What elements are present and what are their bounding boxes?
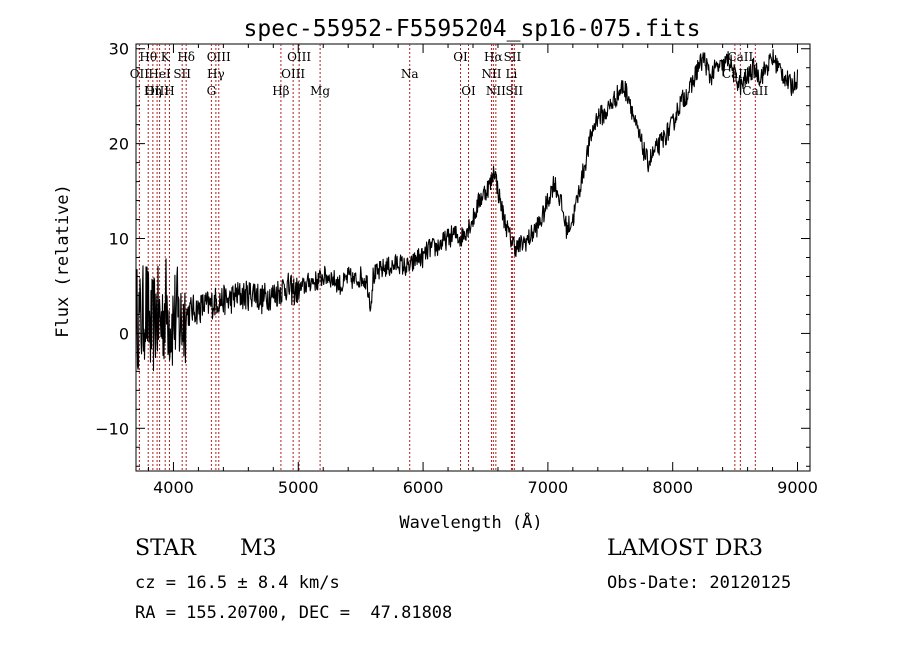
line-label: OIII xyxy=(281,67,305,81)
line-label: SII xyxy=(504,50,522,64)
y-tick-label: 0 xyxy=(119,324,129,343)
spectrum-series-line xyxy=(135,49,799,372)
line-label: Na xyxy=(401,67,419,81)
object-class: STAR xyxy=(135,536,196,561)
line-label: Hδ xyxy=(177,50,195,64)
line-label: NII xyxy=(481,67,501,81)
line-label: CaII xyxy=(722,67,748,81)
line-label: K xyxy=(161,50,171,64)
line-label: OI xyxy=(461,84,476,98)
chart-title: spec-55952-F5595204_sp16-075.fits xyxy=(244,16,701,42)
line-label: NII xyxy=(486,84,506,98)
line-label: SII xyxy=(173,67,191,81)
x-tick-label: 7000 xyxy=(528,478,569,497)
redshift-cz: cz = 16.5 ± 8.4 km/s xyxy=(135,573,340,593)
survey-name: LAMOST DR3 xyxy=(607,536,763,561)
line-label: OII xyxy=(130,67,150,81)
line-label: H xyxy=(164,84,174,98)
line-label: Mg xyxy=(310,84,330,98)
line-label: OIII xyxy=(145,84,169,98)
line-label: Hη xyxy=(144,84,162,98)
line-label: Hγ xyxy=(207,67,225,81)
plot-frame xyxy=(135,43,811,472)
x-tick-label: 9000 xyxy=(777,478,818,497)
x-axis-label: Wavelength (Å) xyxy=(399,511,542,533)
line-label: Hβ xyxy=(272,84,289,98)
ra-dec-coordinates: RA = 155.20700, DEC = 47.81808 xyxy=(135,603,453,623)
line-label: OIII xyxy=(207,50,231,64)
line-label: Hθ xyxy=(139,50,157,64)
line-label: OIII xyxy=(287,50,311,64)
y-tick-label: −10 xyxy=(95,419,129,438)
line-markers xyxy=(138,44,756,471)
line-label: CaII xyxy=(727,50,753,64)
y-axis: −10 0 10 20 30 xyxy=(95,40,810,467)
observation-date: Obs-Date: 20120125 xyxy=(607,573,792,593)
line-label: Li xyxy=(506,67,518,81)
line-label: Hα xyxy=(484,50,503,64)
line-label: SII xyxy=(505,84,523,98)
object-subclass: M3 xyxy=(240,536,277,561)
x-tick-label: 4000 xyxy=(153,478,194,497)
x-axis: 4000 5000 6000 7000 8000 9000 xyxy=(147,44,818,497)
y-tick-label: 10 xyxy=(109,230,129,249)
y-tick-label: 20 xyxy=(109,135,129,154)
x-tick-label: 6000 xyxy=(403,478,444,497)
line-label: OI xyxy=(453,50,468,64)
line-label: G xyxy=(207,84,217,98)
x-tick-label: 8000 xyxy=(652,478,693,497)
line-label: CaII xyxy=(742,84,768,98)
x-tick-label: 5000 xyxy=(278,478,319,497)
y-axis-label: Flux (relative) xyxy=(53,184,73,338)
line-label: HeI xyxy=(148,67,171,81)
y-tick-label: 30 xyxy=(109,40,129,59)
